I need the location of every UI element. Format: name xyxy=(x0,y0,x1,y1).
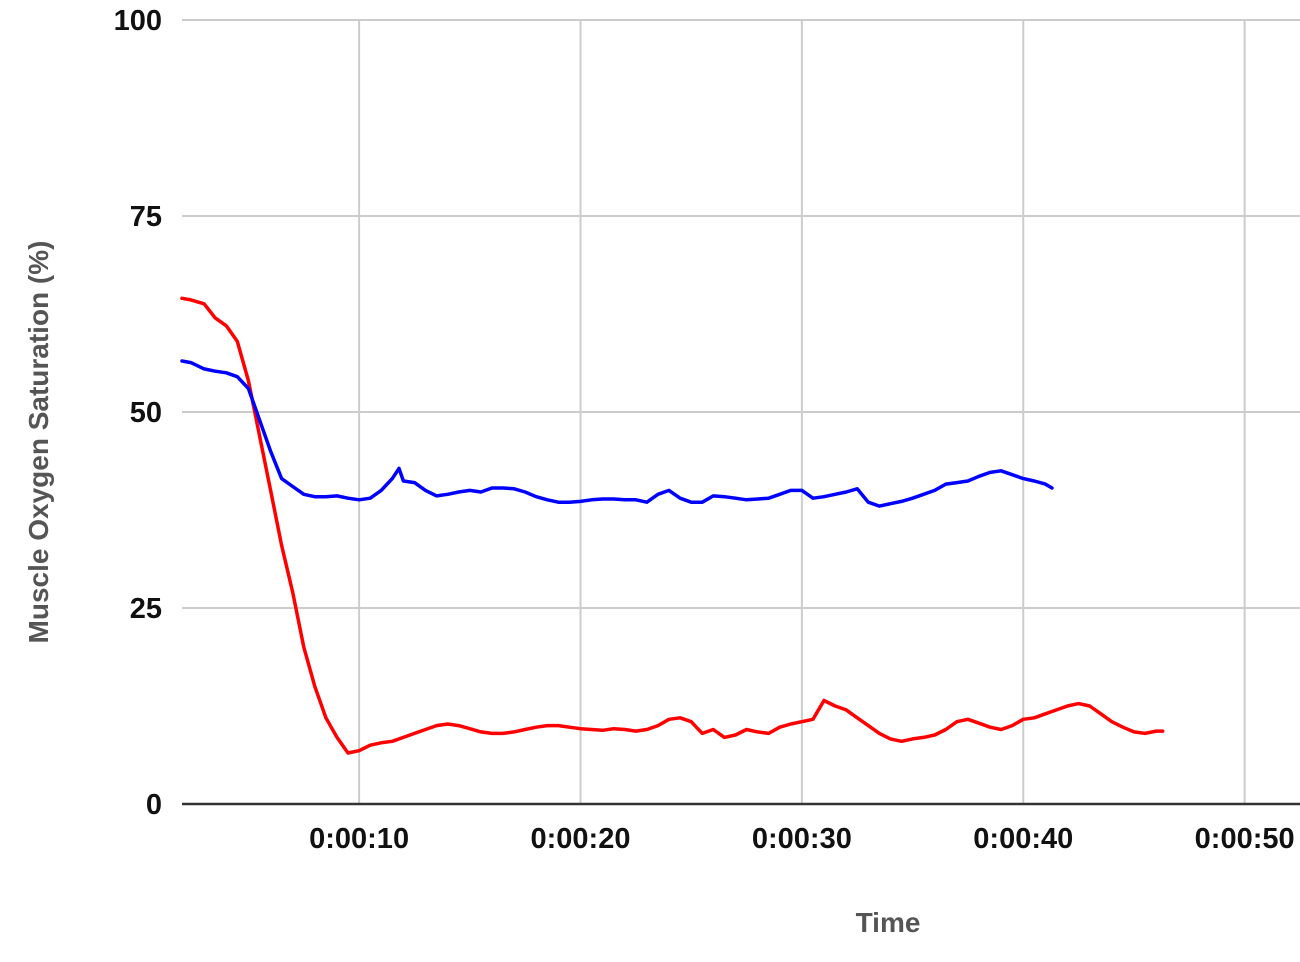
series-line-1 xyxy=(180,296,1165,755)
series-line-2 xyxy=(180,359,1054,508)
y-tick-label: 25 xyxy=(130,593,162,625)
y-tick-label: 50 xyxy=(130,397,162,429)
y-axis-title: Muscle Oxygen Saturation (%) xyxy=(23,241,54,644)
y-tick-label: 0 xyxy=(146,789,162,821)
y-tick-label: 100 xyxy=(114,5,162,37)
x-tick-label: 0:00:30 xyxy=(752,823,852,855)
x-tick-label: 0:00:10 xyxy=(309,823,409,855)
x-axis-ticks: 0:00:10 0:00:20 0:00:30 0:00:40 0:00:50 xyxy=(309,823,1295,855)
y-tick-label: 75 xyxy=(130,201,162,233)
x-tick-label: 0:00:20 xyxy=(531,823,631,855)
y-axis-ticks: 0 25 50 75 100 xyxy=(114,5,162,821)
x-tick-label: 0:00:50 xyxy=(1195,823,1295,855)
x-axis-title: Time xyxy=(856,907,921,938)
x-tick-label: 0:00:40 xyxy=(973,823,1073,855)
series-layer xyxy=(180,296,1165,755)
grid-lines xyxy=(182,19,1300,804)
